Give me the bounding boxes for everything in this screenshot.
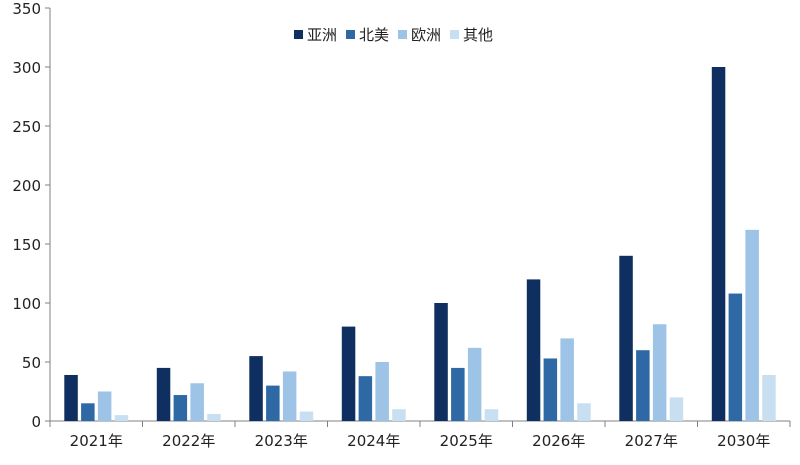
bar-北美-2024年 — [358, 376, 373, 421]
bar-亚洲-2027年 — [619, 255, 633, 421]
x-tick-label: 2025年 — [440, 432, 493, 450]
bar-欧洲-2030年 — [745, 229, 759, 421]
bar-北美-2026年 — [543, 358, 558, 421]
bar-北美-2025年 — [451, 367, 465, 421]
y-tick-label: 50 — [22, 354, 41, 372]
bar-北美-2021年 — [81, 403, 95, 421]
bar-欧洲-2026年 — [560, 338, 574, 421]
bar-北美-2030年 — [728, 293, 743, 421]
bar-欧洲-2024年 — [375, 362, 389, 421]
bar-亚洲-2023年 — [249, 356, 263, 421]
y-tick-label: 100 — [12, 295, 41, 313]
y-tick-label: 350 — [12, 0, 41, 18]
y-tick-label: 250 — [12, 118, 41, 136]
legend-swatch-亚洲 — [294, 30, 303, 39]
bar-亚洲-2026年 — [526, 279, 541, 421]
bar-其他-2023年 — [299, 411, 314, 421]
bar-其他-2026年 — [577, 403, 591, 421]
bar-欧洲-2022年 — [190, 383, 204, 421]
bar-欧洲-2025年 — [467, 347, 482, 421]
bar-其他-2025年 — [484, 409, 499, 421]
legend-label: 欧洲 — [411, 26, 441, 44]
y-tick-label: 0 — [31, 413, 41, 431]
bar-北美-2027年 — [636, 350, 650, 421]
x-tick-label: 2030年 — [717, 432, 770, 450]
legend-swatch-欧洲 — [398, 30, 407, 39]
bar-其他-2030年 — [762, 374, 776, 421]
bar-亚洲-2022年 — [156, 367, 171, 421]
x-tick-label: 2022年 — [162, 432, 215, 450]
x-tick-label: 2021年 — [70, 432, 123, 450]
legend-swatch-其他 — [450, 30, 459, 39]
x-tick-label: 2027年 — [625, 432, 678, 450]
legend-label: 其他 — [463, 26, 493, 44]
bar-其他-2024年 — [392, 409, 406, 421]
legend-label: 北美 — [359, 26, 389, 44]
bar-其他-2021年 — [114, 415, 129, 421]
legend-swatch-北美 — [346, 30, 355, 39]
bar-其他-2022年 — [207, 413, 221, 421]
legend: 亚洲 北美 欧洲 其他 — [294, 26, 493, 44]
bar-亚洲-2025年 — [434, 303, 448, 421]
x-tick-label: 2023年 — [255, 432, 308, 450]
bar-亚洲-2024年 — [341, 326, 356, 421]
bar-北美-2023年 — [266, 385, 280, 421]
x-tick-label: 2026年 — [532, 432, 585, 450]
bar-亚洲-2030年 — [711, 67, 726, 421]
y-tick-label: 200 — [12, 177, 41, 195]
bar-欧洲-2023年 — [282, 371, 297, 421]
bar-亚洲-2021年 — [64, 374, 78, 421]
y-tick-label: 150 — [12, 236, 41, 254]
bar-欧洲-2027年 — [652, 324, 667, 421]
y-tick-label: 300 — [12, 59, 41, 77]
bar-其他-2027年 — [669, 397, 684, 421]
bar-欧洲-2021年 — [97, 391, 112, 421]
x-tick-label: 2024年 — [347, 432, 400, 450]
bar-北美-2022年 — [173, 395, 188, 421]
legend-label: 亚洲 — [307, 26, 337, 44]
